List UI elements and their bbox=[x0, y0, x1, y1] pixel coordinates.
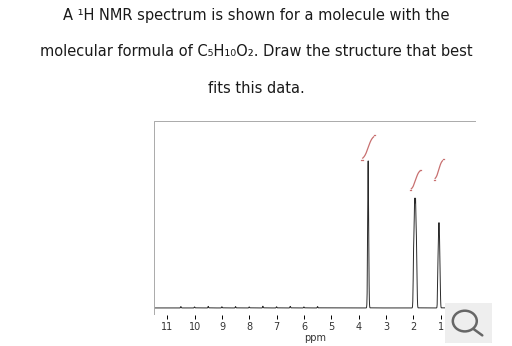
FancyBboxPatch shape bbox=[443, 301, 494, 344]
Text: fits this data.: fits this data. bbox=[208, 81, 304, 96]
Text: molecular formula of C₅H₁₀O₂. Draw the structure that best: molecular formula of C₅H₁₀O₂. Draw the s… bbox=[40, 44, 472, 58]
Text: A ¹H NMR spectrum is shown for a molecule with the: A ¹H NMR spectrum is shown for a molecul… bbox=[63, 8, 449, 23]
X-axis label: ppm: ppm bbox=[304, 333, 326, 343]
